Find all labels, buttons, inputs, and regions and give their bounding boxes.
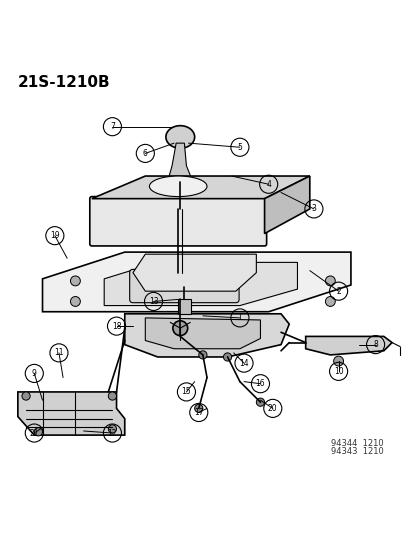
Text: 7: 7 <box>110 122 114 131</box>
Ellipse shape <box>166 126 194 148</box>
Circle shape <box>108 392 116 400</box>
Ellipse shape <box>149 176 206 197</box>
Polygon shape <box>169 143 190 182</box>
Text: 4: 4 <box>266 180 271 189</box>
Text: 13: 13 <box>148 297 158 306</box>
Circle shape <box>198 351 206 359</box>
Circle shape <box>325 296 335 306</box>
Circle shape <box>34 427 43 436</box>
Text: 9: 9 <box>32 369 37 378</box>
Text: 20: 20 <box>267 404 277 413</box>
FancyBboxPatch shape <box>129 269 238 303</box>
Text: 21: 21 <box>29 429 39 438</box>
Polygon shape <box>92 176 309 199</box>
Text: 12: 12 <box>107 429 117 438</box>
Circle shape <box>325 276 335 286</box>
Text: 15: 15 <box>181 387 191 397</box>
Text: 94344  1210: 94344 1210 <box>330 439 383 448</box>
Text: 11: 11 <box>54 349 64 357</box>
Polygon shape <box>305 336 391 355</box>
Text: 6: 6 <box>142 149 147 158</box>
Circle shape <box>173 321 187 336</box>
Text: 8: 8 <box>373 340 377 349</box>
Text: 16: 16 <box>255 379 265 388</box>
Circle shape <box>108 425 116 433</box>
Circle shape <box>70 296 80 306</box>
Circle shape <box>22 392 30 400</box>
Polygon shape <box>43 252 350 312</box>
Circle shape <box>194 404 202 413</box>
Text: 1: 1 <box>237 313 242 322</box>
Text: 17: 17 <box>194 408 203 417</box>
Text: 5: 5 <box>237 143 242 152</box>
Polygon shape <box>264 176 309 233</box>
Text: 94343  1210: 94343 1210 <box>330 447 383 456</box>
Text: 3: 3 <box>311 205 316 213</box>
Text: 2: 2 <box>335 287 340 296</box>
FancyBboxPatch shape <box>90 197 266 246</box>
Circle shape <box>70 276 80 286</box>
Polygon shape <box>133 254 256 291</box>
Polygon shape <box>178 300 190 314</box>
Text: 10: 10 <box>333 367 342 376</box>
Polygon shape <box>124 314 289 357</box>
Polygon shape <box>104 262 297 305</box>
Circle shape <box>256 398 264 406</box>
Polygon shape <box>18 392 124 435</box>
Circle shape <box>223 353 231 361</box>
Circle shape <box>333 356 343 366</box>
Text: 14: 14 <box>239 359 248 368</box>
Text: 19: 19 <box>50 231 59 240</box>
Polygon shape <box>145 318 260 349</box>
Text: 18: 18 <box>112 321 121 330</box>
Text: 21S-1210B: 21S-1210B <box>18 75 110 90</box>
